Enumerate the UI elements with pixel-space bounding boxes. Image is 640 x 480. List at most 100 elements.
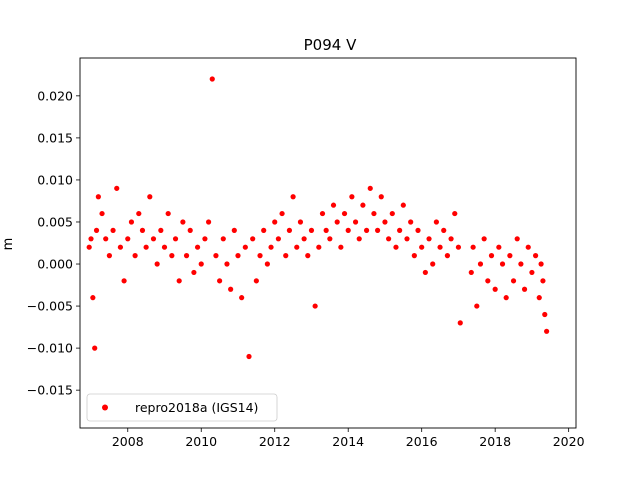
data-point — [250, 236, 256, 242]
x-tick-label: 2014 — [332, 434, 364, 449]
data-point — [172, 236, 179, 242]
y-tick-label: −0.005 — [27, 299, 73, 314]
data-point — [224, 261, 230, 267]
data-point — [209, 76, 215, 82]
data-point — [499, 261, 506, 267]
data-point — [180, 219, 186, 225]
data-point — [283, 253, 289, 259]
data-point — [228, 286, 234, 292]
legend: repro2018a (IGS14) — [86, 393, 278, 422]
x-tick-label: 2016 — [406, 434, 438, 449]
data-point — [349, 194, 355, 200]
data-point — [386, 236, 392, 242]
data-point — [422, 269, 428, 276]
data-point — [485, 278, 491, 284]
plot-frame — [79, 57, 577, 429]
data-point — [356, 236, 362, 242]
data-point — [470, 244, 476, 250]
data-point — [360, 202, 366, 208]
data-point — [426, 236, 432, 242]
data-point — [334, 219, 340, 225]
data-point — [220, 236, 226, 242]
data-point — [121, 278, 127, 284]
data-point — [198, 261, 204, 267]
data-point — [507, 253, 513, 259]
data-point — [261, 227, 267, 233]
data-point — [492, 286, 498, 292]
x-tick-label: 2010 — [185, 434, 217, 449]
data-point — [474, 303, 480, 309]
data-point — [371, 210, 377, 217]
data-point — [235, 253, 241, 259]
data-point — [544, 328, 550, 334]
x-tick-label: 2012 — [259, 434, 291, 449]
data-point — [319, 210, 326, 217]
data-point — [257, 253, 263, 259]
data-point — [264, 261, 270, 267]
data-point — [316, 244, 322, 250]
data-point — [323, 227, 329, 233]
y-tick-label: 0.005 — [37, 214, 73, 229]
data-point — [378, 194, 384, 200]
data-point — [468, 269, 474, 276]
scatter-points — [86, 76, 550, 360]
data-point — [481, 236, 487, 242]
data-point — [128, 219, 135, 225]
data-point — [279, 210, 285, 217]
y-tick-label: 0.020 — [37, 88, 73, 103]
data-point — [202, 236, 208, 242]
data-point — [538, 261, 544, 267]
data-point — [352, 219, 359, 225]
legend-box — [86, 393, 278, 422]
data-point — [136, 210, 142, 217]
data-point — [294, 244, 300, 250]
legend-marker — [102, 404, 108, 411]
data-point — [125, 236, 131, 242]
data-point — [139, 227, 146, 233]
data-point — [217, 278, 223, 284]
data-point — [510, 278, 517, 284]
data-point — [114, 185, 120, 191]
data-point — [99, 210, 105, 217]
data-point — [301, 236, 307, 242]
data-point — [312, 303, 318, 309]
data-point — [419, 244, 425, 250]
data-point — [448, 236, 454, 242]
data-point — [503, 295, 509, 301]
data-point — [297, 219, 304, 225]
data-point — [183, 253, 190, 259]
data-point — [158, 227, 164, 233]
data-point — [363, 227, 370, 233]
data-point — [205, 219, 212, 225]
x-tick-label: 2018 — [479, 434, 511, 449]
data-point — [305, 253, 311, 259]
y-axis-label: m — [1, 238, 16, 251]
data-point — [375, 227, 381, 233]
data-point — [106, 253, 112, 259]
data-point — [86, 244, 92, 250]
data-point — [194, 244, 201, 250]
data-point — [433, 219, 439, 225]
y-tick-label: −0.010 — [27, 341, 73, 356]
data-point — [382, 219, 388, 225]
data-point — [93, 227, 100, 233]
data-point — [147, 194, 153, 200]
data-point — [88, 236, 94, 242]
y-tick-label: −0.015 — [27, 383, 73, 398]
data-point — [308, 227, 315, 233]
data-point — [452, 210, 458, 217]
data-point — [191, 269, 197, 276]
data-point — [110, 227, 116, 233]
data-point — [90, 295, 96, 301]
data-point — [488, 253, 495, 259]
data-point — [143, 244, 149, 250]
data-point — [415, 227, 421, 233]
data-point — [400, 202, 406, 208]
y-tick-label: 0.015 — [37, 130, 73, 145]
y-axis-ticks: −0.015 −0.010 −0.005 0.000 0.005 0.010 0.015 0.… — [27, 88, 80, 398]
data-point — [242, 244, 248, 250]
data-point — [103, 236, 109, 242]
data-point — [496, 244, 502, 250]
data-point — [275, 236, 281, 242]
data-point — [154, 261, 160, 267]
